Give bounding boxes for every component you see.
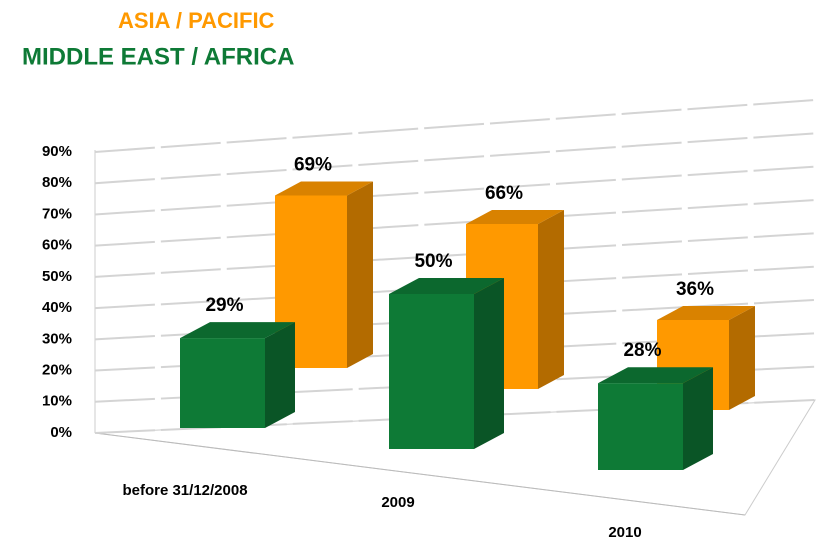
grid-line <box>94 99 816 153</box>
y-tick-label: 0% <box>50 424 72 441</box>
y-tick-label: 50% <box>42 268 72 285</box>
grid-line <box>94 132 816 185</box>
bar-front <box>180 338 265 428</box>
x-tick-label: 2009 <box>381 494 414 511</box>
bar-top <box>389 278 504 294</box>
bar <box>389 278 504 449</box>
y-tick-label: 90% <box>42 143 72 160</box>
y-tick-label: 40% <box>42 299 72 316</box>
floor-edge <box>94 432 746 516</box>
grid-line <box>94 199 816 247</box>
bar <box>598 367 713 470</box>
grid-line <box>94 232 816 278</box>
bar-top <box>275 181 373 196</box>
data-label: 69% <box>294 155 332 176</box>
grid-line <box>94 165 816 216</box>
data-label: 50% <box>414 251 452 272</box>
bar-front <box>598 383 683 470</box>
x-tick-label: 2010 <box>608 524 641 541</box>
bar-side <box>474 278 504 449</box>
bar-top <box>466 210 564 224</box>
bar-top <box>657 306 755 320</box>
data-label: 28% <box>623 340 661 361</box>
bar-side <box>265 322 295 428</box>
y-tick-label: 70% <box>42 205 72 222</box>
bar <box>180 322 295 428</box>
bar-front <box>389 294 474 449</box>
y-tick-label: 20% <box>42 362 72 379</box>
y-tick-label: 30% <box>42 330 72 347</box>
legend-entry: MIDDLE EAST / AFRICA <box>22 43 294 70</box>
bar-side <box>538 210 564 389</box>
y-tick-label: 60% <box>42 237 72 254</box>
legend-entry: ASIA / PACIFIC <box>118 8 275 33</box>
bar-top <box>180 322 295 339</box>
y-tick-label: 80% <box>42 174 72 191</box>
bar-side <box>683 367 713 470</box>
x-tick-label: before 31/12/2008 <box>122 482 247 499</box>
data-label: 66% <box>485 183 523 204</box>
bar-side <box>729 306 755 410</box>
data-label: 29% <box>205 295 243 316</box>
data-label: 36% <box>676 279 714 300</box>
bar <box>275 181 373 368</box>
bar-top <box>598 367 713 384</box>
y-tick-label: 10% <box>42 393 72 410</box>
bar-side <box>347 181 373 368</box>
